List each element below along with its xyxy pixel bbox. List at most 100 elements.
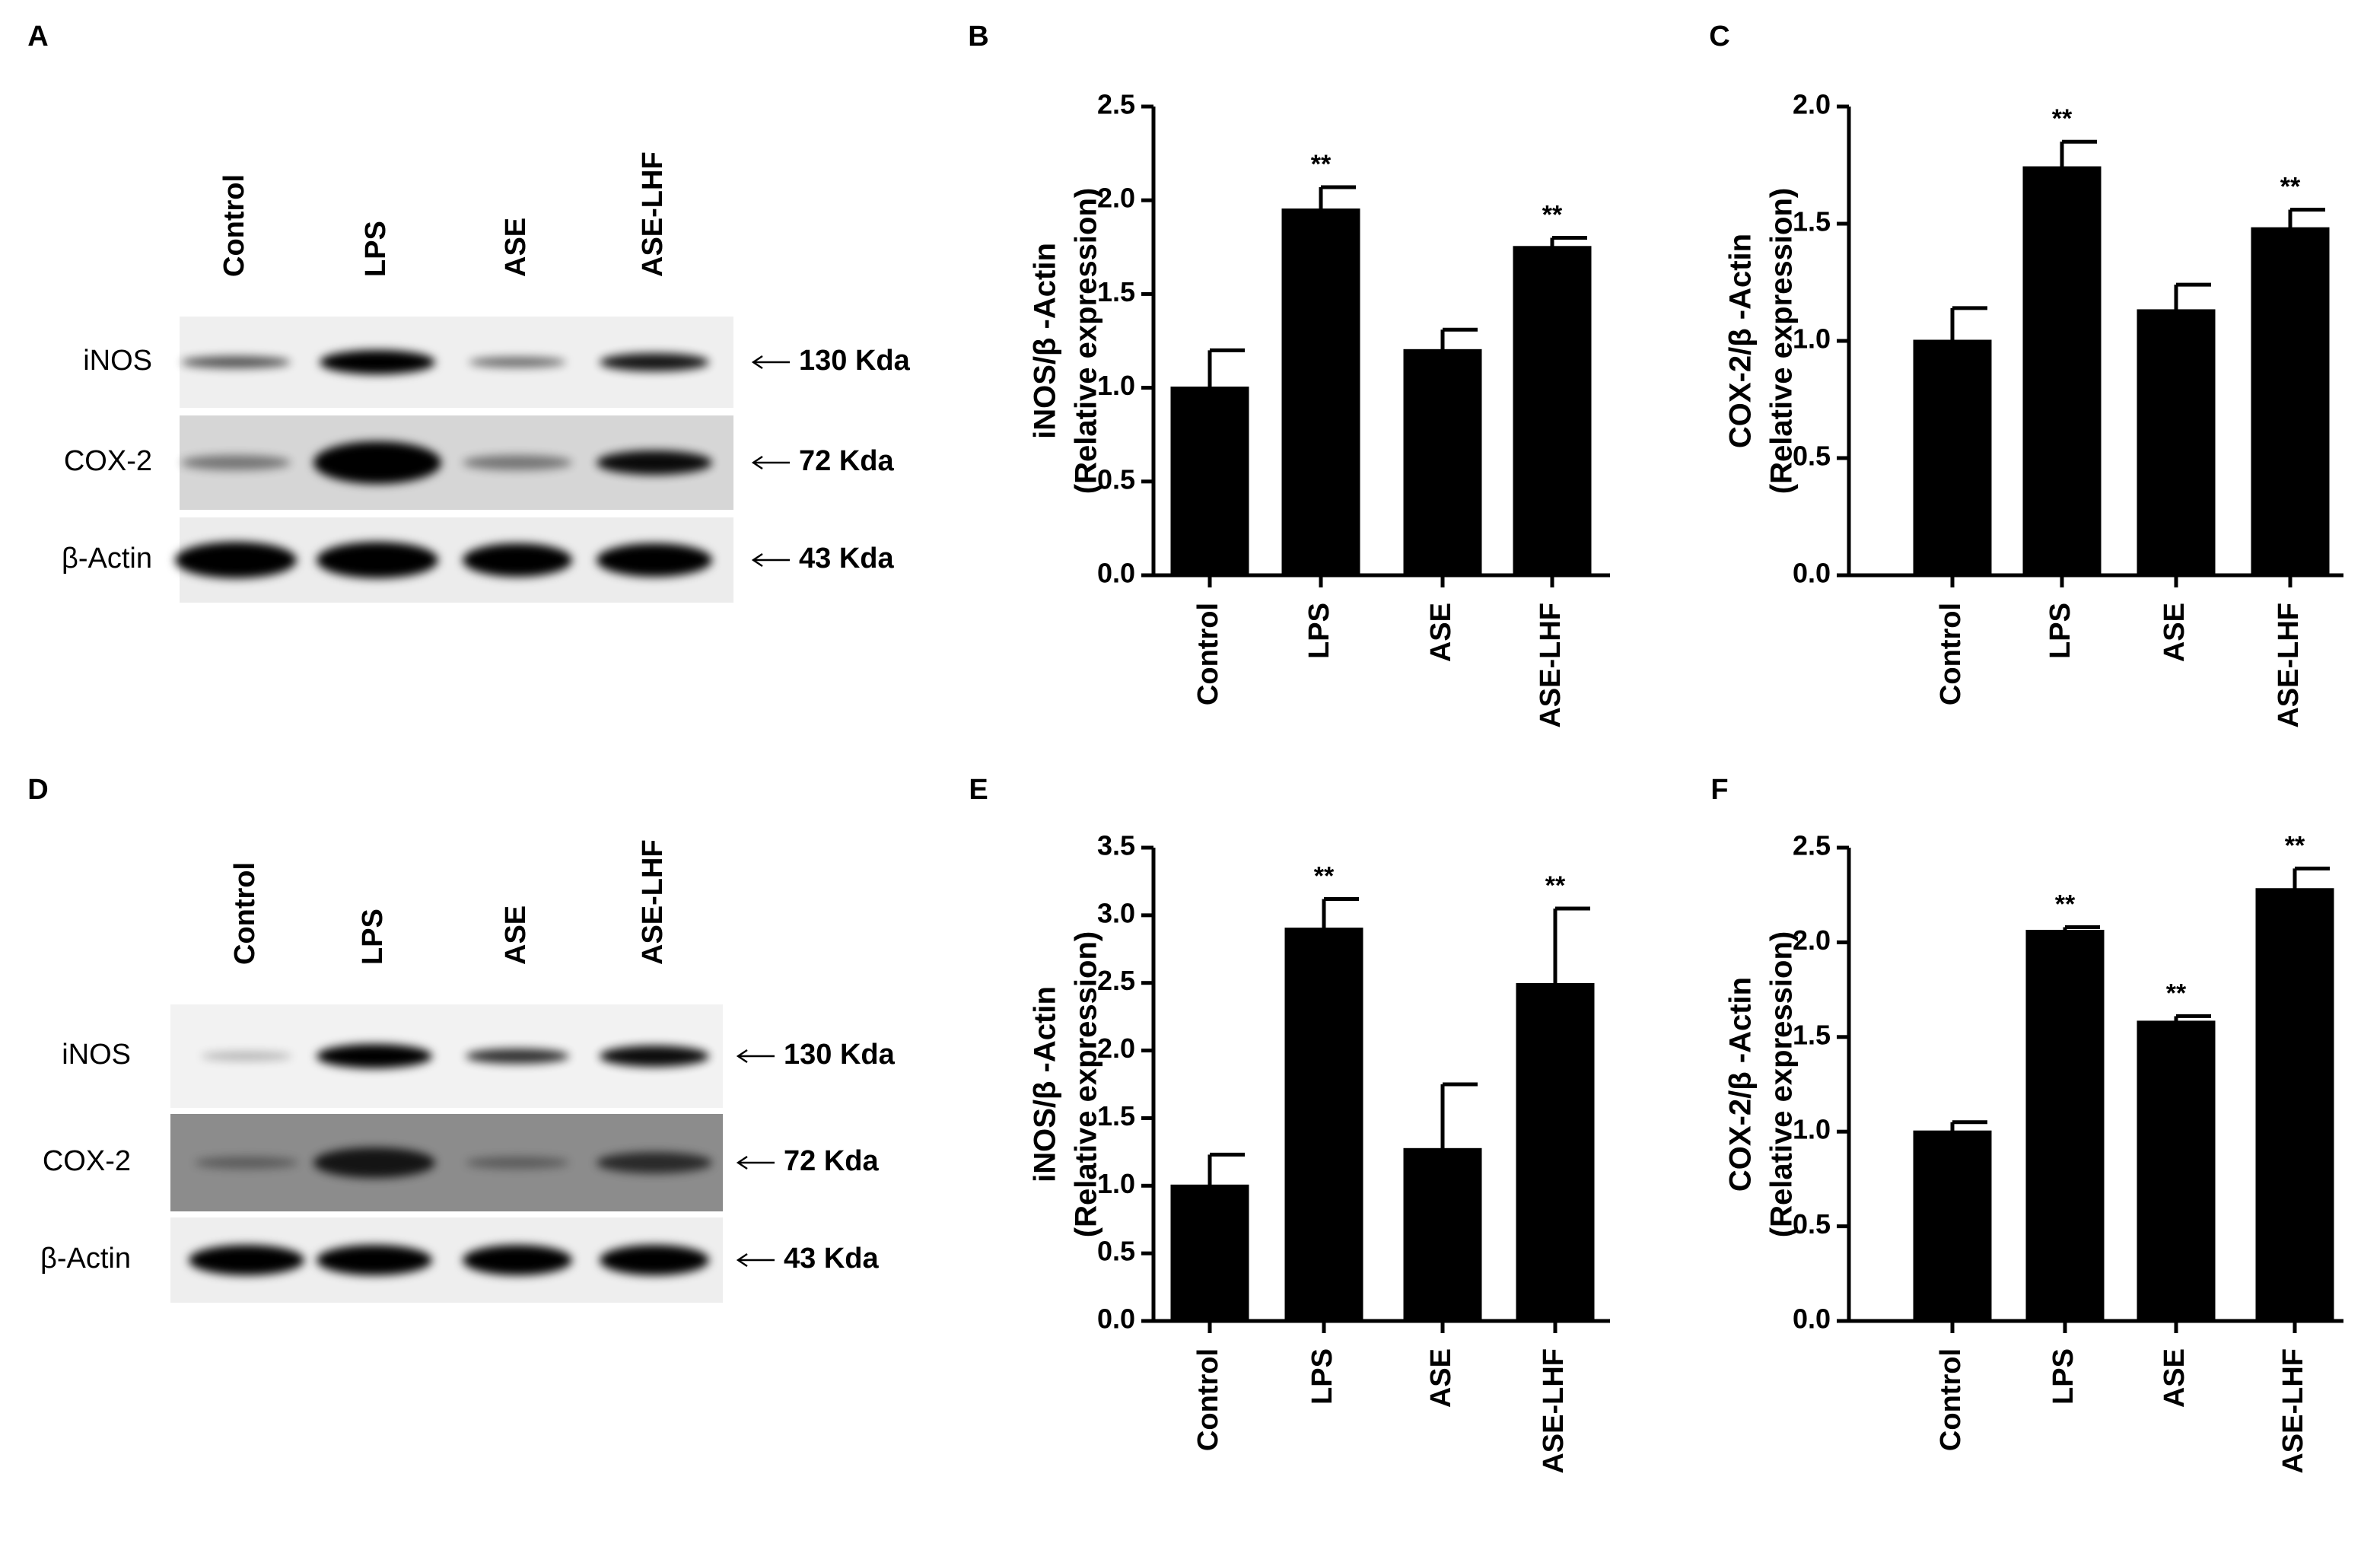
- blot-band: [600, 1046, 709, 1067]
- bar: [1403, 1147, 1482, 1322]
- y-tick-label: 0.5: [1793, 1208, 1831, 1240]
- y-tick-label: 0.0: [1097, 558, 1135, 589]
- bar: [1913, 339, 1992, 577]
- row-label: iNOS: [62, 1039, 131, 1071]
- x-tick-label: ASE-LHF: [1538, 1348, 1570, 1474]
- blot-band: [313, 1147, 435, 1178]
- panel-label: B: [968, 21, 988, 53]
- y-axis-label: iNOS/β -Actin: [1029, 243, 1062, 439]
- blot-band: [317, 542, 438, 578]
- arrow-head: [736, 1156, 748, 1170]
- y-tick-label: 2.5: [1097, 89, 1135, 120]
- y-tick-label: 0.0: [1793, 558, 1831, 589]
- significance-mark: **: [2166, 979, 2187, 1007]
- y-tick-label: 1.0: [1097, 370, 1135, 401]
- blot-band: [181, 455, 291, 470]
- size-label: 72 Kda: [784, 1145, 879, 1177]
- y-tick-label: 1.5: [1097, 1100, 1135, 1131]
- blot-band: [466, 1049, 569, 1064]
- bar: [2255, 888, 2334, 1322]
- size-label: 130 Kda: [799, 345, 911, 377]
- row-label: COX-2: [64, 445, 152, 477]
- y-tick-label: 3.5: [1097, 830, 1135, 861]
- row-label: iNOS: [83, 345, 152, 377]
- y-tick-label: 0.5: [1793, 441, 1831, 472]
- y-axis-label: (Relative expression): [1070, 188, 1103, 494]
- y-tick-label: 1.5: [1097, 276, 1135, 307]
- x-tick-label: ASE: [1425, 603, 1457, 662]
- blot-band: [463, 543, 572, 577]
- blot-band: [597, 543, 712, 577]
- y-axis-label: (Relative expression): [1765, 188, 1799, 494]
- significance-mark: **: [1314, 862, 1335, 891]
- panel-label: A: [27, 21, 48, 53]
- lane-label: ASE: [500, 905, 532, 965]
- bar: [1913, 1130, 1992, 1322]
- y-tick-label: 2.0: [1793, 925, 1831, 956]
- blot-band: [597, 1152, 712, 1173]
- bar: [1284, 928, 1363, 1322]
- row-label: β-Actin: [40, 1243, 131, 1275]
- y-tick-label: 1.0: [1097, 1168, 1135, 1199]
- x-tick-label: ASE: [1425, 1348, 1457, 1408]
- y-tick-label: 3.0: [1097, 897, 1135, 928]
- x-tick-label: ASE-LHF: [2277, 1348, 2309, 1474]
- blot-band: [320, 350, 435, 374]
- y-tick-label: 1.5: [1793, 206, 1831, 237]
- blot-band: [313, 441, 441, 484]
- blot-band: [189, 1245, 304, 1275]
- y-tick-label: 2.5: [1097, 965, 1135, 996]
- blot-band: [600, 353, 709, 371]
- y-axis-label: (Relative expression): [1070, 931, 1103, 1237]
- row-label: β-Actin: [62, 543, 152, 574]
- bar: [1170, 1184, 1249, 1322]
- bar: [2022, 166, 2102, 577]
- y-axis-label: (Relative expression): [1765, 931, 1799, 1237]
- significance-mark: **: [2285, 831, 2305, 860]
- bar: [1170, 387, 1249, 577]
- x-tick-label: LPS: [1306, 1348, 1338, 1405]
- significance-mark: **: [1311, 150, 1332, 179]
- x-tick-label: ASE: [2159, 1348, 2191, 1408]
- lane-label: LPS: [360, 221, 392, 277]
- blot-band: [201, 1052, 292, 1061]
- panel-label: C: [1709, 21, 1729, 53]
- arrow-head: [751, 355, 763, 369]
- y-tick-label: 2.0: [1793, 89, 1831, 120]
- x-tick-label: ASE-LHF: [2273, 603, 2305, 728]
- significance-mark: **: [1542, 200, 1563, 229]
- y-axis-label: COX-2/β -Actin: [1724, 977, 1758, 1192]
- lane-label: ASE: [500, 218, 532, 277]
- panel-label: F: [1710, 774, 1728, 806]
- blot-band: [195, 1157, 298, 1169]
- y-tick-label: 1.0: [1793, 323, 1831, 355]
- significance-mark: **: [2280, 173, 2301, 202]
- bar: [1516, 982, 1595, 1322]
- panel-label: E: [969, 774, 988, 806]
- blot-band: [463, 455, 572, 470]
- blot-band: [181, 356, 291, 368]
- lane-label: LPS: [357, 909, 389, 965]
- y-tick-label: 1.0: [1793, 1114, 1831, 1145]
- size-label: 72 Kda: [799, 445, 894, 477]
- y-tick-label: 0.5: [1097, 463, 1135, 495]
- y-tick-label: 2.0: [1097, 1033, 1135, 1064]
- x-tick-label: Control: [1192, 1348, 1224, 1451]
- blot-band: [317, 1044, 432, 1068]
- x-tick-label: LPS: [2044, 603, 2076, 659]
- x-tick-label: ASE-LHF: [1535, 603, 1567, 728]
- x-tick-label: Control: [1935, 603, 1967, 705]
- blot-band: [175, 542, 297, 578]
- significance-mark: **: [2052, 104, 2073, 133]
- x-tick-label: Control: [1192, 603, 1224, 705]
- x-tick-label: ASE: [2159, 603, 2191, 662]
- significance-mark: **: [1545, 871, 1566, 900]
- blot-band: [469, 357, 566, 368]
- size-label: 43 Kda: [799, 543, 894, 574]
- arrow-head: [736, 1049, 748, 1063]
- row-label: COX-2: [43, 1145, 131, 1177]
- blot-band: [600, 1245, 709, 1275]
- x-tick-label: LPS: [1303, 603, 1335, 659]
- y-axis-label: COX-2/β -Actin: [1724, 234, 1758, 448]
